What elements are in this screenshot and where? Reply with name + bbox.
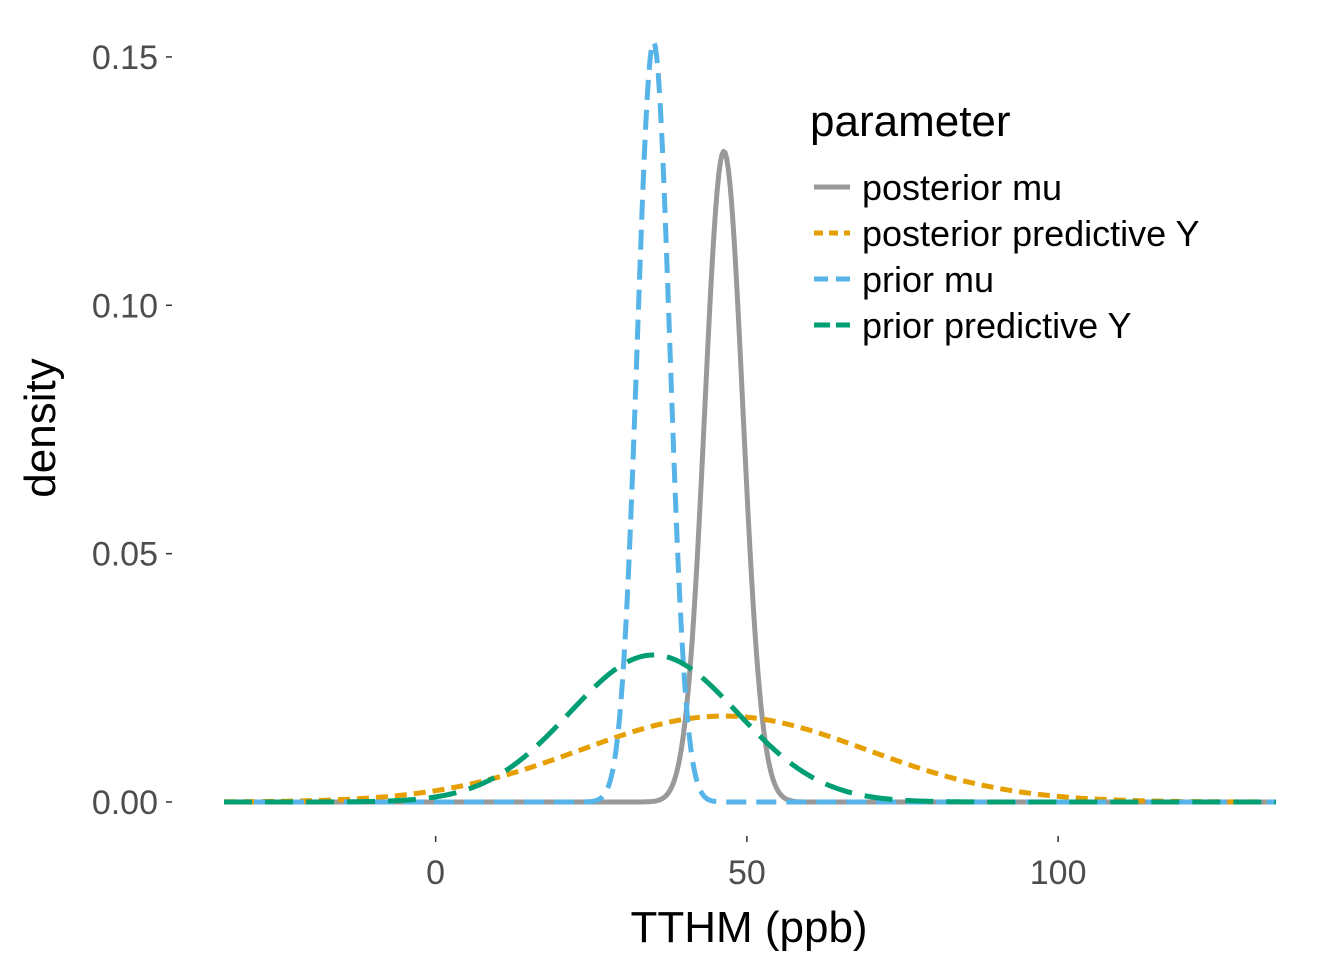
legend-label: posterior predictive Y (862, 213, 1200, 254)
y-tick-label: 0.10 (92, 287, 158, 325)
axes-layer: 0.00 0.05 0.10 0.15 0 50 100 (92, 39, 1087, 892)
series-line-posterior-predictive-Y (223, 713, 1277, 805)
legend-title: parameter (810, 97, 1011, 146)
series-line-prior-mu (223, 39, 1277, 805)
series-line-prior-predictive-Y (223, 652, 1277, 805)
y-tick-label: 0.05 (92, 536, 158, 574)
x-tick-label: 0 (426, 854, 445, 892)
y-tick-label: 0.15 (92, 39, 158, 77)
x-tick-label: 50 (728, 854, 766, 892)
x-axis-title: TTHM (ppb) (630, 903, 867, 952)
y-tick-label: 0.00 (92, 784, 158, 822)
legend-label: prior predictive Y (862, 305, 1131, 346)
series-layer (223, 39, 1277, 805)
x-tick-label: 100 (1030, 854, 1087, 892)
y-axis-title: density (16, 358, 65, 497)
legend-label: prior mu (862, 259, 994, 300)
legend: parameter posterior mu posterior predicti… (810, 97, 1200, 346)
legend-label: posterior mu (862, 167, 1062, 208)
